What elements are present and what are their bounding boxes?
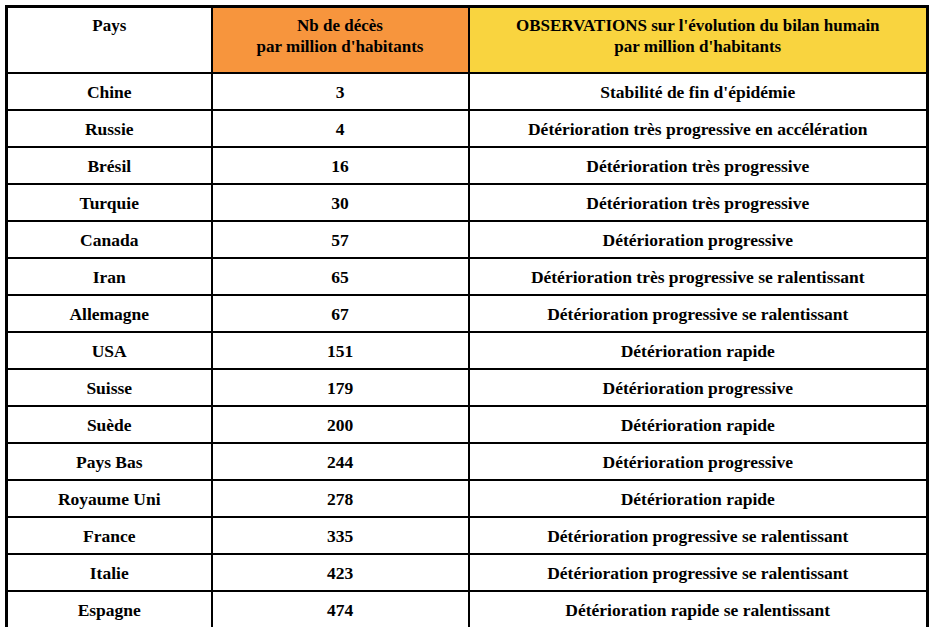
cell-pays: Russie: [7, 110, 212, 147]
cell-pays: Chine: [7, 73, 212, 110]
cell-observation: Détérioration rapide: [469, 480, 928, 517]
col-header-deaths-line2: par million d'habitants: [217, 36, 464, 57]
cell-deaths: 423: [212, 554, 469, 591]
col-header-deaths: Nb de décès par million d'habitants: [212, 7, 469, 74]
table-row: Italie 423 Détérioration progressive se …: [7, 554, 928, 591]
table-row: Royaume Uni 278 Détérioration rapide: [7, 480, 928, 517]
cell-observation: Détérioration très progressive se ralent…: [469, 258, 928, 295]
cell-observation: Détérioration rapide: [469, 406, 928, 443]
cell-deaths: 151: [212, 332, 469, 369]
cell-deaths: 200: [212, 406, 469, 443]
cell-pays: Suisse: [7, 369, 212, 406]
cell-observation: Détérioration progressive: [469, 221, 928, 258]
table-row: Allemagne 67 Détérioration progressive s…: [7, 295, 928, 332]
deaths-per-million-table: Pays Nb de décès par million d'habitants…: [5, 5, 929, 627]
table-row: Canada 57 Détérioration progressive: [7, 221, 928, 258]
cell-deaths: 3: [212, 73, 469, 110]
cell-observation: Détérioration très progressive en accélé…: [469, 110, 928, 147]
cell-observation: Stabilité de fin d'épidémie: [469, 73, 928, 110]
cell-pays: Espagne: [7, 591, 212, 627]
table-row: USA 151 Détérioration rapide: [7, 332, 928, 369]
table-row: France 335 Détérioration progressive se …: [7, 517, 928, 554]
cell-deaths: 67: [212, 295, 469, 332]
table-row: Brésil 16 Détérioration très progressive: [7, 147, 928, 184]
cell-deaths: 278: [212, 480, 469, 517]
cell-observation: Détérioration rapide: [469, 332, 928, 369]
cell-deaths: 4: [212, 110, 469, 147]
col-header-observations: OBSERVATIONS sur l'évolution du bilan hu…: [469, 7, 928, 74]
table-row: Espagne 474 Détérioration rapide se rale…: [7, 591, 928, 627]
table-row: Russie 4 Détérioration très progressive …: [7, 110, 928, 147]
cell-deaths: 30: [212, 184, 469, 221]
cell-observation: Détérioration progressive: [469, 443, 928, 480]
col-header-observations-line1: OBSERVATIONS sur l'évolution du bilan hu…: [474, 15, 923, 36]
cell-observation: Détérioration progressive se ralentissan…: [469, 554, 928, 591]
cell-observation: Détérioration rapide se ralentissant: [469, 591, 928, 627]
cell-pays: Italie: [7, 554, 212, 591]
cell-pays: Suède: [7, 406, 212, 443]
cell-pays: France: [7, 517, 212, 554]
cell-deaths: 335: [212, 517, 469, 554]
cell-pays: Pays Bas: [7, 443, 212, 480]
table-row: Suisse 179 Détérioration progressive: [7, 369, 928, 406]
cell-pays: Canada: [7, 221, 212, 258]
cell-pays: USA: [7, 332, 212, 369]
cell-observation: Détérioration progressive se ralentissan…: [469, 295, 928, 332]
cell-deaths: 65: [212, 258, 469, 295]
table-row: Turquie 30 Détérioration très progressiv…: [7, 184, 928, 221]
table-row: Iran 65 Détérioration très progressive s…: [7, 258, 928, 295]
cell-deaths: 179: [212, 369, 469, 406]
col-header-deaths-line1: Nb de décès: [217, 15, 464, 36]
header-row: Pays Nb de décès par million d'habitants…: [7, 7, 928, 74]
cell-observation: Détérioration progressive se ralentissan…: [469, 517, 928, 554]
cell-observation: Détérioration très progressive: [469, 184, 928, 221]
cell-deaths: 244: [212, 443, 469, 480]
cell-pays: Allemagne: [7, 295, 212, 332]
cell-deaths: 16: [212, 147, 469, 184]
cell-pays: Royaume Uni: [7, 480, 212, 517]
cell-observation: Détérioration très progressive: [469, 147, 928, 184]
col-header-observations-line2: par million d'habitants: [474, 36, 923, 57]
cell-pays: Turquie: [7, 184, 212, 221]
table-row: Suède 200 Détérioration rapide: [7, 406, 928, 443]
cell-deaths: 57: [212, 221, 469, 258]
table-row: Chine 3 Stabilité de fin d'épidémie: [7, 73, 928, 110]
col-header-pays: Pays: [7, 7, 212, 74]
cell-pays: Brésil: [7, 147, 212, 184]
table-row: Pays Bas 244 Détérioration progressive: [7, 443, 928, 480]
cell-deaths: 474: [212, 591, 469, 627]
cell-observation: Détérioration progressive: [469, 369, 928, 406]
cell-pays: Iran: [7, 258, 212, 295]
